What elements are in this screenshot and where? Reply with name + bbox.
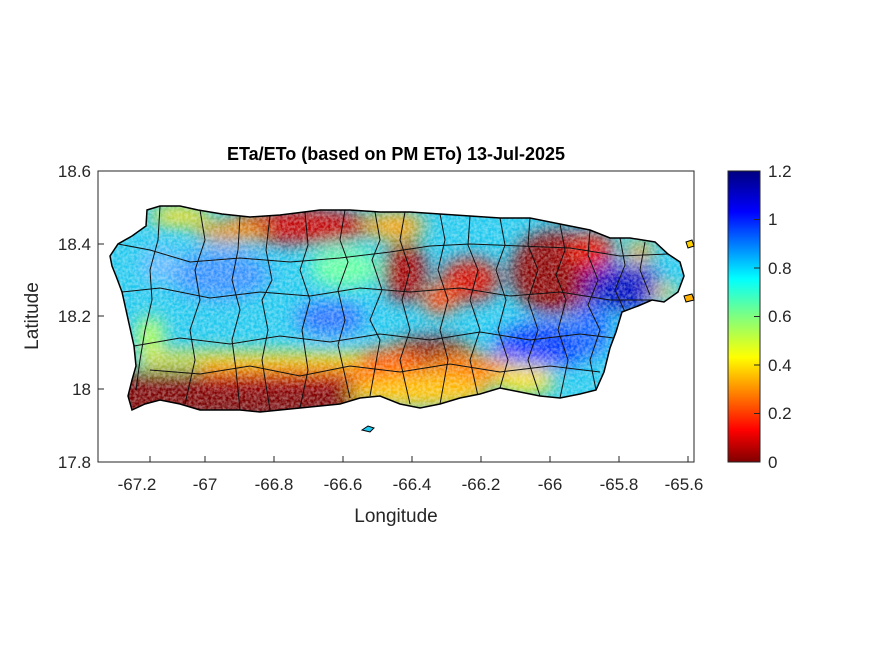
- y-tick-label: 18.6: [58, 162, 91, 181]
- chart-title: ETa/ETo (based on PM ETo) 13-Jul-2025: [227, 144, 565, 164]
- colorbar-tick-label: 0.4: [768, 356, 792, 375]
- y-tick-label: 18: [72, 380, 91, 399]
- municipal-boundaries: [117, 206, 669, 411]
- island-northeast-cay: [685, 239, 695, 249]
- colorbar-tick-label: 1.2: [768, 162, 792, 181]
- colorbar-tick-label: 0.2: [768, 404, 792, 423]
- colorbar-tick-label: 0.6: [768, 307, 792, 326]
- island-caja-de-muertos: [360, 425, 375, 433]
- island-heatmap: [110, 206, 684, 412]
- island-culebrita: [683, 293, 695, 303]
- x-axis: [149, 456, 689, 462]
- x-tick-label: -66.2: [462, 475, 501, 494]
- y-tick-label: 18.4: [58, 235, 91, 254]
- y-axis-label: Latitude: [22, 282, 43, 350]
- y-axis: [98, 170, 104, 463]
- x-tick-label: -66.8: [255, 475, 294, 494]
- y-tick-label: 18.2: [58, 307, 91, 326]
- x-tick-label: -66.4: [393, 475, 432, 494]
- colorbar-tick-label: 1: [768, 210, 777, 229]
- colorbar-ticks: [754, 170, 760, 463]
- x-tick-label: -66.6: [324, 475, 363, 494]
- x-tick-label: -67.2: [118, 475, 157, 494]
- y-tick-label: 17.8: [58, 453, 91, 472]
- x-tick-labels: -67.2 -67 -66.8 -66.6 -66.4 -66.2 -66 -6…: [118, 475, 704, 494]
- colorbar-tick-label: 0: [768, 453, 777, 472]
- colorbar-tick-labels: 1.2 1 0.8 0.6 0.4 0.2 0: [768, 162, 792, 472]
- x-tick-label: -67: [193, 475, 218, 494]
- x-tick-label: -65.6: [665, 475, 704, 494]
- x-axis-label: Longitude: [354, 506, 437, 527]
- y-tick-labels: 18.6 18.4 18.2 18 17.8: [58, 162, 91, 472]
- colorbar-tick-label: 0.8: [768, 259, 792, 278]
- x-tick-label: -66: [538, 475, 563, 494]
- x-tick-label: -65.8: [600, 475, 639, 494]
